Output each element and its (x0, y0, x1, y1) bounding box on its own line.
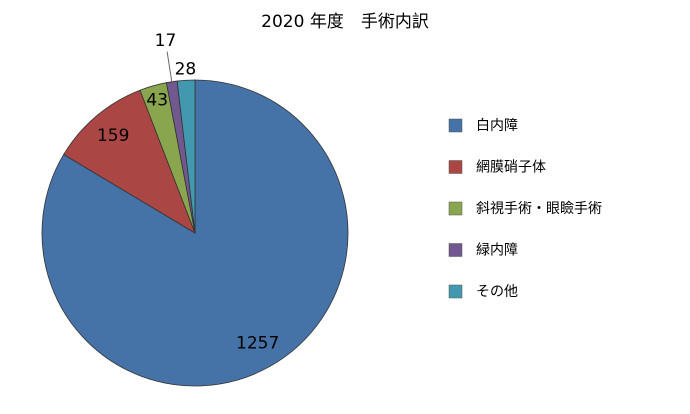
data-label: 159 (97, 126, 129, 146)
leader-line (166, 51, 173, 82)
data-label: 1257 (236, 333, 279, 353)
legend-swatch (448, 243, 463, 257)
pie-slice (63, 89, 196, 234)
data-label: 28 (175, 60, 197, 80)
pie-slice (41, 79, 349, 387)
legend-label: 斜視手術・眼瞼手術 (476, 201, 602, 217)
pie-slice (176, 79, 196, 234)
legend-swatch (448, 284, 463, 299)
data-label: 43 (146, 91, 168, 111)
chart-title: 2020 年度 手術内訳 (261, 12, 429, 32)
legend-swatch (448, 118, 463, 133)
legend-label: その他 (476, 284, 518, 300)
legend-swatch (448, 160, 463, 174)
legend-label: 網膜硝子体 (476, 160, 546, 176)
legend-swatch (448, 201, 463, 216)
legend-label: 白内障 (476, 118, 518, 134)
legend-label: 緑内障 (476, 243, 518, 259)
data-label: 17 (155, 31, 177, 51)
